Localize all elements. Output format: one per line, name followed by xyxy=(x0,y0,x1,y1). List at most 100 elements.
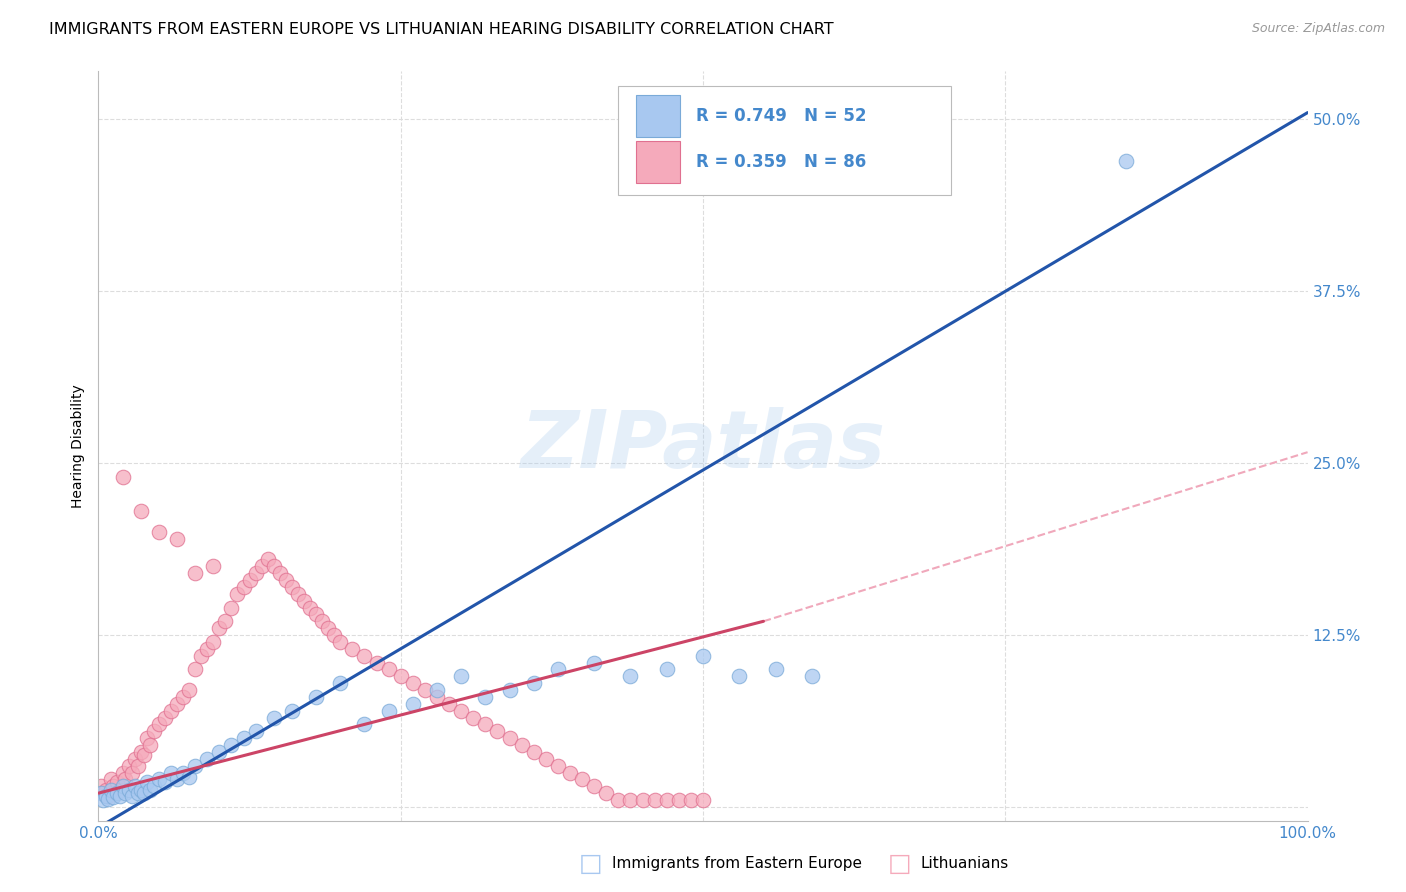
Point xyxy=(523,745,546,759)
Point xyxy=(195,641,218,656)
Point xyxy=(305,607,328,622)
Point xyxy=(101,790,124,805)
Point xyxy=(184,566,207,581)
Point xyxy=(547,758,569,772)
Point xyxy=(94,783,117,797)
Point xyxy=(135,731,157,746)
FancyBboxPatch shape xyxy=(637,95,681,137)
Point xyxy=(166,697,188,711)
Point xyxy=(450,704,472,718)
Point xyxy=(184,662,207,676)
Point xyxy=(129,745,152,759)
Point xyxy=(619,669,641,683)
Point xyxy=(607,793,630,807)
Text: IMMIGRANTS FROM EASTERN EUROPE VS LITHUANIAN HEARING DISABILITY CORRELATION CHAR: IMMIGRANTS FROM EASTERN EUROPE VS LITHUA… xyxy=(49,22,834,37)
Point xyxy=(631,793,654,807)
Point xyxy=(190,648,212,663)
Point xyxy=(166,772,188,787)
Point xyxy=(90,779,112,793)
Point xyxy=(692,648,714,663)
Point xyxy=(250,559,273,574)
Point xyxy=(94,789,117,803)
Point xyxy=(655,793,678,807)
Point xyxy=(90,786,112,800)
Point xyxy=(143,779,166,793)
Text: Immigrants from Eastern Europe: Immigrants from Eastern Europe xyxy=(612,856,862,871)
Point xyxy=(426,690,449,704)
Point xyxy=(474,690,496,704)
Point xyxy=(498,731,520,746)
Point xyxy=(148,524,170,539)
Point xyxy=(281,704,304,718)
Point xyxy=(184,758,207,772)
Point xyxy=(558,765,581,780)
Point xyxy=(281,580,304,594)
Point xyxy=(316,621,339,635)
Point xyxy=(342,641,364,656)
Point xyxy=(269,566,291,581)
Point xyxy=(172,765,194,780)
Point xyxy=(239,573,262,587)
Point xyxy=(323,628,346,642)
Point xyxy=(108,783,131,797)
Point xyxy=(221,600,243,615)
Point xyxy=(179,683,201,698)
Point xyxy=(195,752,218,766)
Point xyxy=(402,676,425,690)
Point xyxy=(523,676,546,690)
Point xyxy=(486,724,509,739)
Point xyxy=(1115,153,1137,168)
Point xyxy=(139,783,162,797)
FancyBboxPatch shape xyxy=(637,141,681,183)
Point xyxy=(118,783,141,797)
Point xyxy=(655,662,678,676)
Point xyxy=(547,662,569,676)
Point xyxy=(510,738,533,752)
Point xyxy=(800,669,823,683)
Point xyxy=(311,615,333,629)
Point xyxy=(101,779,124,793)
Point xyxy=(139,738,162,752)
Point xyxy=(305,690,328,704)
Point xyxy=(135,775,157,789)
Point xyxy=(124,779,146,793)
Point xyxy=(160,704,183,718)
Point xyxy=(728,669,751,683)
Point xyxy=(389,669,412,683)
Point xyxy=(353,717,375,731)
Point xyxy=(97,791,120,805)
Point xyxy=(426,683,449,698)
Point xyxy=(402,697,425,711)
FancyBboxPatch shape xyxy=(619,87,950,195)
Point xyxy=(129,783,152,797)
Point xyxy=(299,600,322,615)
Point xyxy=(111,765,134,780)
Point xyxy=(105,786,128,800)
Point xyxy=(134,747,156,762)
Point xyxy=(463,710,485,724)
Point xyxy=(124,752,146,766)
Point xyxy=(245,566,267,581)
Point xyxy=(166,532,188,546)
Point xyxy=(413,683,436,698)
Point xyxy=(256,552,278,566)
Point xyxy=(127,786,149,800)
Point xyxy=(153,710,176,724)
Point xyxy=(679,793,702,807)
Point xyxy=(571,772,593,787)
Text: □: □ xyxy=(579,852,602,875)
Point xyxy=(148,772,170,787)
Point xyxy=(287,587,309,601)
Point xyxy=(114,786,136,800)
Point xyxy=(100,772,122,787)
Point xyxy=(208,621,231,635)
Point xyxy=(329,635,352,649)
Point xyxy=(595,786,617,800)
Point xyxy=(583,779,606,793)
Point xyxy=(498,683,520,698)
Point xyxy=(534,752,557,766)
Point xyxy=(202,635,225,649)
Point xyxy=(91,793,114,807)
Point xyxy=(377,662,399,676)
Point xyxy=(118,758,141,772)
